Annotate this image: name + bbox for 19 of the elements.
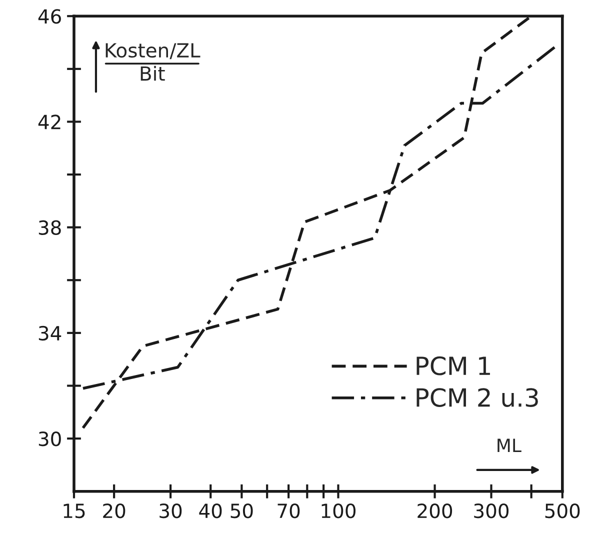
x-axis-title: ML — [498, 438, 522, 452]
x-tick-label: 300 — [474, 504, 509, 518]
y-axis-title: Kosten/ZL Bit — [106, 43, 200, 81]
legend-label: PCM 1 — [416, 356, 490, 376]
x-tick-label: 50 — [230, 504, 253, 518]
y-tick-label: 42 — [38, 114, 60, 130]
x-tick-label: 100 — [322, 504, 356, 518]
y-tick-label: 38 — [38, 220, 61, 235]
x-tick-label: 30 — [160, 504, 182, 518]
x-tick-label: 40 — [199, 504, 222, 518]
x-tick-label: 500 — [545, 504, 580, 518]
y-tick-label: 34 — [38, 326, 62, 341]
y-tick-label: 30 — [38, 432, 61, 446]
x-tick-label: 15 — [64, 504, 85, 518]
x-tick-label: 20 — [103, 504, 126, 518]
y-tick-label: 46 — [38, 9, 61, 24]
x-tick-label: 70 — [278, 504, 300, 518]
x-tick-label: 200 — [418, 504, 452, 518]
legend-label: PCM 2 u.3 — [416, 388, 538, 407]
